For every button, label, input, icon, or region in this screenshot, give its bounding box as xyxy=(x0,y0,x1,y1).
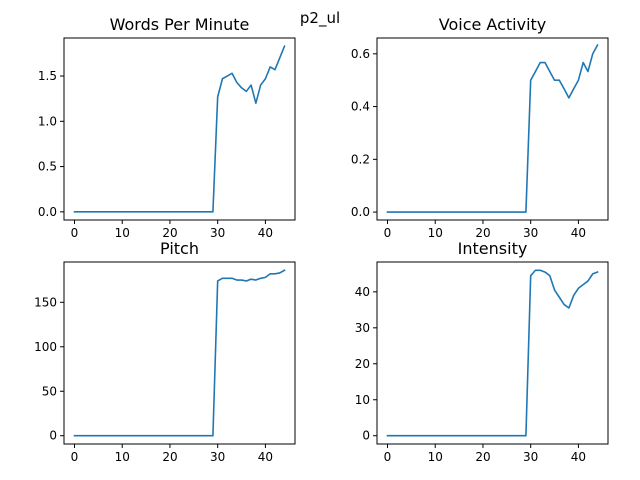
intensity-xtick-label: 30 xyxy=(523,450,538,464)
voice-activity-xtick-label: 20 xyxy=(475,226,490,240)
pitch-xtick-label: 10 xyxy=(115,450,130,464)
words-per-minute-series-line xyxy=(73,45,286,213)
intensity-ytick-label: 40 xyxy=(355,285,370,299)
pitch-xtick-label: 20 xyxy=(162,450,177,464)
pitch-axes-frame xyxy=(63,261,296,445)
subplot-intensity: Intensity 0 10 20 30 40 0 10 20 30 40 xyxy=(355,239,609,464)
words-per-minute-ytick-label: 1.0 xyxy=(38,114,57,128)
pitch-ytick-label: 50 xyxy=(42,384,57,398)
voice-activity-title: Voice Activity xyxy=(439,15,547,34)
intensity-ytick-label: 10 xyxy=(355,393,370,407)
voice-activity-ytick-label: 0.4 xyxy=(351,100,370,114)
pitch-ytick-label: 150 xyxy=(34,295,57,309)
subplot-pitch: Pitch 0 10 20 30 40 0 50 100 150 xyxy=(34,239,296,464)
intensity-xtick-label: 10 xyxy=(428,450,443,464)
pitch-ytick-label: 0 xyxy=(49,429,57,443)
intensity-ytick-label: 20 xyxy=(355,357,370,371)
words-per-minute-xtick-label: 10 xyxy=(115,226,130,240)
words-per-minute-xtick-label: 0 xyxy=(71,226,79,240)
voice-activity-axes-frame xyxy=(376,37,609,221)
words-per-minute-ytick-label: 0.0 xyxy=(38,205,57,219)
words-per-minute-xtick-label: 30 xyxy=(210,226,225,240)
words-per-minute-ytick-label: 1.5 xyxy=(38,69,57,83)
words-per-minute-ytick-label: 0.5 xyxy=(38,160,57,174)
subplot-grid: Words Per Minute 0 10 20 30 40 0.0 0.5 1.0 1.5 Voi… xyxy=(34,15,609,464)
words-per-minute-title: Words Per Minute xyxy=(110,15,250,34)
intensity-xtick-label: 20 xyxy=(475,450,490,464)
voice-activity-series-line xyxy=(386,44,599,213)
pitch-xtick-label: 0 xyxy=(71,450,79,464)
pitch-xtick-label: 40 xyxy=(258,450,273,464)
subplot-words-per-minute: Words Per Minute 0 10 20 30 40 0.0 0.5 1.0 1.5 xyxy=(38,15,296,240)
intensity-xtick-label: 0 xyxy=(384,450,392,464)
intensity-ytick-label: 30 xyxy=(355,321,370,335)
voice-activity-xtick-label: 10 xyxy=(428,226,443,240)
words-per-minute-xtick-label: 40 xyxy=(258,226,273,240)
pitch-xtick-label: 30 xyxy=(210,450,225,464)
words-per-minute-xtick-label: 20 xyxy=(162,226,177,240)
voice-activity-ytick-label: 0.0 xyxy=(351,205,370,219)
intensity-axes-frame xyxy=(376,261,609,445)
words-per-minute-axes-frame xyxy=(63,37,296,221)
pitch-ytick-label: 100 xyxy=(34,340,57,354)
voice-activity-xtick-label: 40 xyxy=(571,226,586,240)
figure-suptitle: p2_ul xyxy=(300,9,340,28)
pitch-series-line xyxy=(73,269,286,437)
intensity-xtick-label: 40 xyxy=(571,450,586,464)
pitch-title: Pitch xyxy=(160,239,199,258)
intensity-ytick-label: 0 xyxy=(362,429,370,443)
voice-activity-ytick-label: 0.2 xyxy=(351,152,370,166)
voice-activity-xtick-label: 0 xyxy=(384,226,392,240)
intensity-title: Intensity xyxy=(458,239,528,258)
intensity-series-line xyxy=(386,269,599,437)
voice-activity-ytick-label: 0.6 xyxy=(351,47,370,61)
subplot-voice-activity: Voice Activity 0 10 20 30 40 0.0 0.2 0.4 0.6 xyxy=(351,15,609,240)
voice-activity-xtick-label: 30 xyxy=(523,226,538,240)
